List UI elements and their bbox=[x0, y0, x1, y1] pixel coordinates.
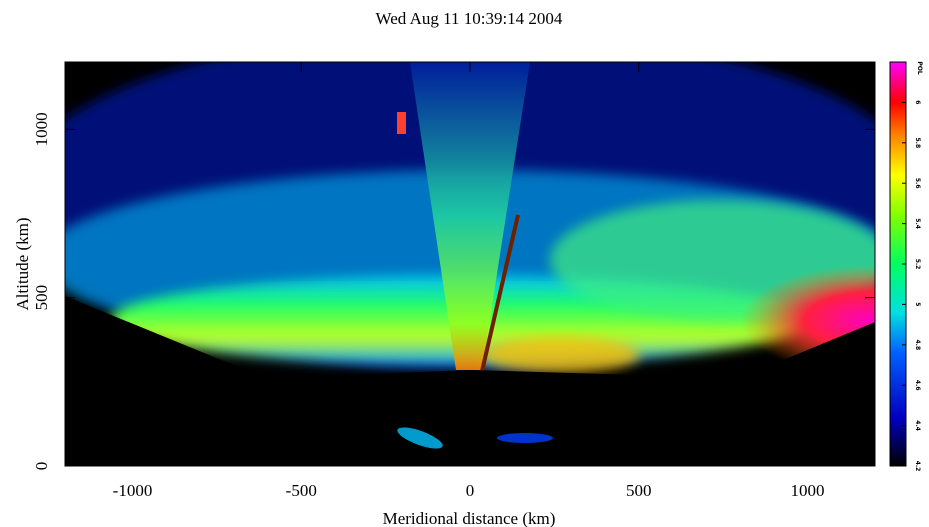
x-tick-label: -1000 bbox=[113, 481, 153, 500]
colorbar-tick-label: 4.6 bbox=[914, 380, 921, 391]
y-axis-label: Altitude (km) bbox=[13, 217, 32, 310]
x-tick-label: -500 bbox=[286, 481, 317, 500]
radar-image bbox=[65, 62, 875, 466]
y-tick-label: 1000 bbox=[32, 112, 51, 146]
colorbar-tick-label: 5.2 bbox=[914, 259, 921, 270]
y-tick-label: 0 bbox=[32, 462, 51, 471]
colorbar-tick-label: 5.6 bbox=[914, 178, 921, 189]
colorbar-tick-label: 4.4 bbox=[914, 420, 921, 431]
x-tick-label: 1000 bbox=[791, 481, 825, 500]
colorbar-label: POL bbox=[916, 61, 923, 74]
colorbar-tick-label: 6 bbox=[914, 100, 921, 104]
chart-title: Wed Aug 11 10:39:14 2004 bbox=[376, 9, 563, 28]
colorbar-tick-label: 4.8 bbox=[914, 339, 921, 350]
y-tick-label: 500 bbox=[32, 285, 51, 311]
x-tick-label: 500 bbox=[626, 481, 652, 500]
colorbar-tick-label: 5 bbox=[914, 302, 921, 306]
colorbar-tick-label: 5.8 bbox=[914, 137, 921, 148]
x-tick-label: 0 bbox=[466, 481, 475, 500]
colorbar-tick-label: 4.2 bbox=[914, 461, 921, 472]
x-axis-label: Meridional distance (km) bbox=[383, 509, 556, 527]
colorbar-tick-label: 5.4 bbox=[914, 218, 921, 229]
